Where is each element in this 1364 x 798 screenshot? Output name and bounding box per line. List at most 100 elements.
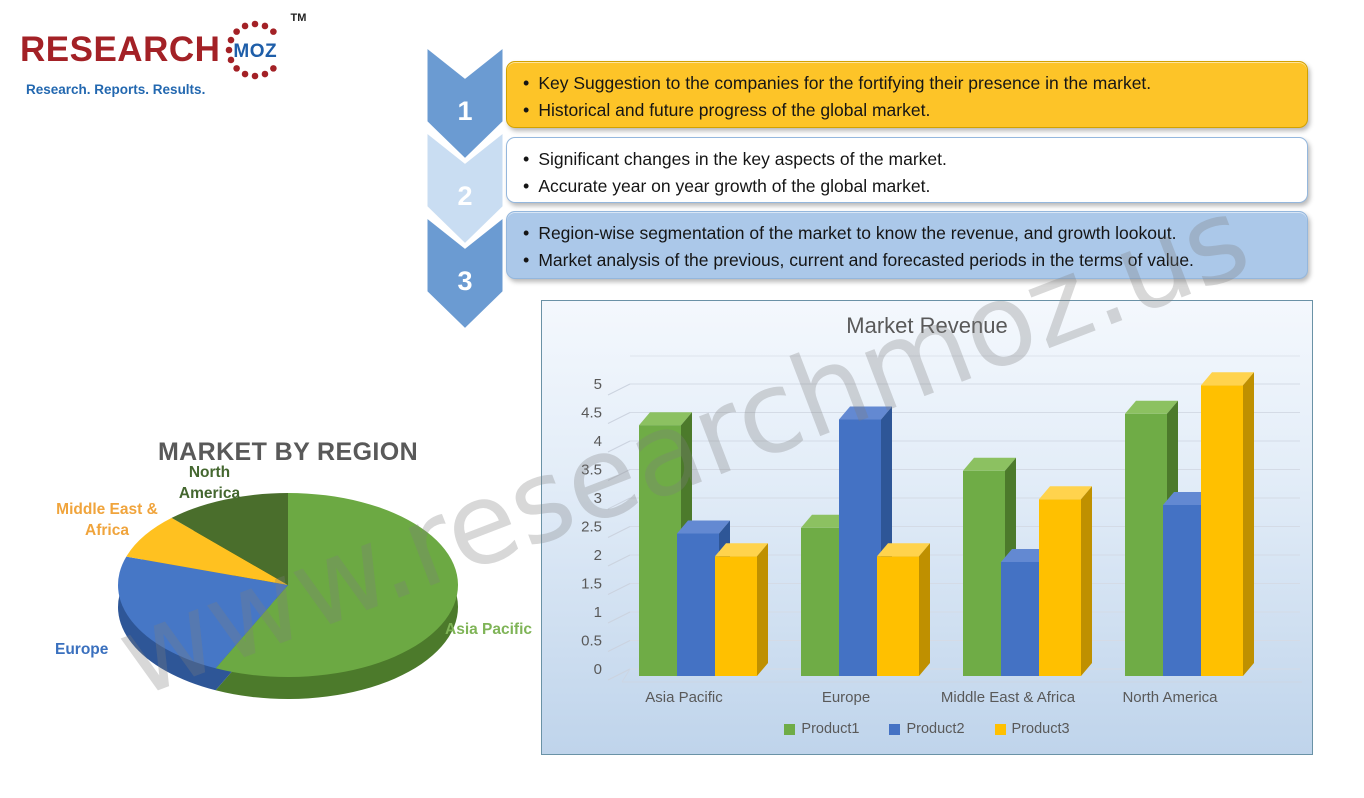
logo-dot: [233, 65, 241, 72]
logo-moz-badge: MOZ TM: [222, 12, 306, 88]
bar-top-face: [1039, 486, 1092, 500]
tick-connector: [607, 583, 631, 595]
bullet-item: Significant changes in the key aspects o…: [523, 146, 1295, 173]
bar-top-face: [839, 406, 892, 420]
bar-chart-panel: Market Revenue 0 0.5 1 1.5 2 2.5 3 3.5 4 4.5 5 Asia…: [541, 300, 1313, 755]
bullet-item: Region-wise segmentation of the market t…: [523, 220, 1295, 247]
legend-item: Product2: [889, 721, 965, 737]
bar-side-face: [757, 543, 768, 676]
bar-side-face: [919, 543, 930, 676]
y-tick-label: 0: [594, 661, 602, 678]
bar-top-face: [639, 412, 692, 426]
logo-dot: [242, 22, 249, 30]
pie-chart-title: MARKET BY REGION: [157, 438, 419, 466]
bullet-item: Accurate year on year growth of the glob…: [523, 173, 1295, 200]
y-tick-label: 5: [594, 376, 602, 393]
logo-text-research: RESEARCH: [20, 30, 221, 69]
step-number-3: 3: [457, 266, 472, 296]
step-number-1: 1: [457, 96, 472, 126]
step-banner-2-list: Significant changes in the key aspects o…: [507, 138, 1307, 199]
logo-dot: [242, 70, 249, 78]
x-category-label: Middle East & Africa: [941, 689, 1076, 706]
bar-top-face: [715, 543, 768, 557]
bar-chart-title: Market Revenue: [846, 313, 1008, 338]
bullet-item: Key Suggestion to the companies for the …: [523, 70, 1295, 97]
logo-dot: [262, 22, 269, 30]
y-tick-label: 0.5: [581, 633, 602, 650]
pie-label-middle-east-africa: Middle East & Africa: [56, 501, 158, 539]
logo-dot: [226, 46, 233, 54]
bar-front-face: [715, 556, 757, 676]
bar-front-face: [839, 419, 881, 676]
logo-dot: [252, 20, 259, 28]
y-tick-label: 3: [594, 490, 602, 507]
floor-left-edge: [621, 668, 631, 683]
bar-front-face: [963, 470, 1005, 676]
bar-front-face: [1125, 413, 1167, 676]
legend-swatch-icon: [994, 723, 1006, 735]
bar-top-face: [1125, 400, 1178, 414]
bar-side-face: [1081, 486, 1092, 676]
logo-tagline: Research. Reports. Results.: [26, 82, 206, 97]
bar-chart-plot: 0 0.5 1 1.5 2 2.5 3 3.5 4 4.5 5 Asia Pacific Europe M…: [581, 355, 1302, 706]
bar-top-face: [877, 543, 930, 557]
trademark-symbol: TM: [290, 12, 307, 24]
bar-front-face: [639, 425, 681, 676]
logo-dot: [270, 28, 278, 35]
x-category-label: North America: [1122, 689, 1218, 706]
brand-logo: RESEARCH MOZ TM Research. Reports. Resul…: [20, 12, 306, 97]
step-number-2: 2: [457, 181, 472, 211]
tick-connector: [607, 668, 631, 681]
legend-item: Product3: [994, 721, 1070, 737]
bar-front-face: [1163, 505, 1205, 676]
y-tick-label: 2.5: [581, 519, 602, 536]
step-banner-3: Region-wise segmentation of the market t…: [506, 211, 1308, 279]
logo-row: RESEARCH MOZ TM: [20, 12, 306, 88]
y-tick-label: 3.5: [581, 462, 602, 479]
bar-front-face: [877, 556, 919, 676]
logo-dot: [262, 70, 269, 78]
legend-item: Product1: [784, 721, 859, 737]
legend-swatch-icon: [784, 723, 796, 735]
logo-dot: [233, 28, 241, 35]
pie-slice-top: [126, 517, 288, 585]
tick-connector: [607, 640, 631, 652]
legend-label: Product1: [801, 721, 860, 737]
legend-label: Product3: [1011, 721, 1070, 737]
pie-chart: [117, 493, 458, 699]
logo-dot: [228, 36, 235, 44]
bar-top-face: [1201, 372, 1254, 386]
bar-front-face: [1001, 562, 1043, 676]
tick-connector: [607, 383, 631, 396]
tick-connector: [607, 611, 631, 624]
logo-dot: [252, 72, 259, 80]
logo-dotted-circle-icon: [226, 20, 278, 80]
tick-connector: [607, 497, 631, 510]
bar-chart-legend: Product1 Product2 Product3: [542, 721, 1312, 737]
logo-dot: [270, 65, 278, 72]
bar-side-face: [1243, 372, 1254, 676]
step-banner-2: Significant changes in the key aspects o…: [506, 137, 1308, 203]
legend-label: Product2: [906, 721, 965, 737]
step-banner-1: Key Suggestion to the companies for the …: [506, 61, 1308, 128]
bar-front-face: [801, 527, 843, 676]
y-tick-label: 1.5: [581, 576, 602, 593]
pie-label-asia-pacific: Asia Pacific: [445, 621, 533, 638]
y-tick-label: 1: [594, 604, 602, 621]
bar-front-face: [1201, 385, 1243, 676]
y-tick-label: 2: [594, 547, 602, 564]
legend-swatch-icon: [889, 723, 901, 735]
tick-connector: [607, 526, 631, 538]
x-category-label: Asia Pacific: [645, 689, 723, 706]
chevron-1-shape: [424, 42, 506, 163]
pie-slice-top: [171, 493, 288, 585]
bar-top-face: [963, 457, 1016, 471]
pie-slice-top: [118, 556, 288, 669]
x-category-label: Europe: [822, 689, 870, 706]
logo-dot: [228, 56, 235, 64]
tick-connector: [607, 412, 631, 424]
tick-connector: [607, 554, 631, 567]
tick-connector: [607, 440, 631, 453]
pie-label-europe: Europe: [55, 641, 109, 658]
